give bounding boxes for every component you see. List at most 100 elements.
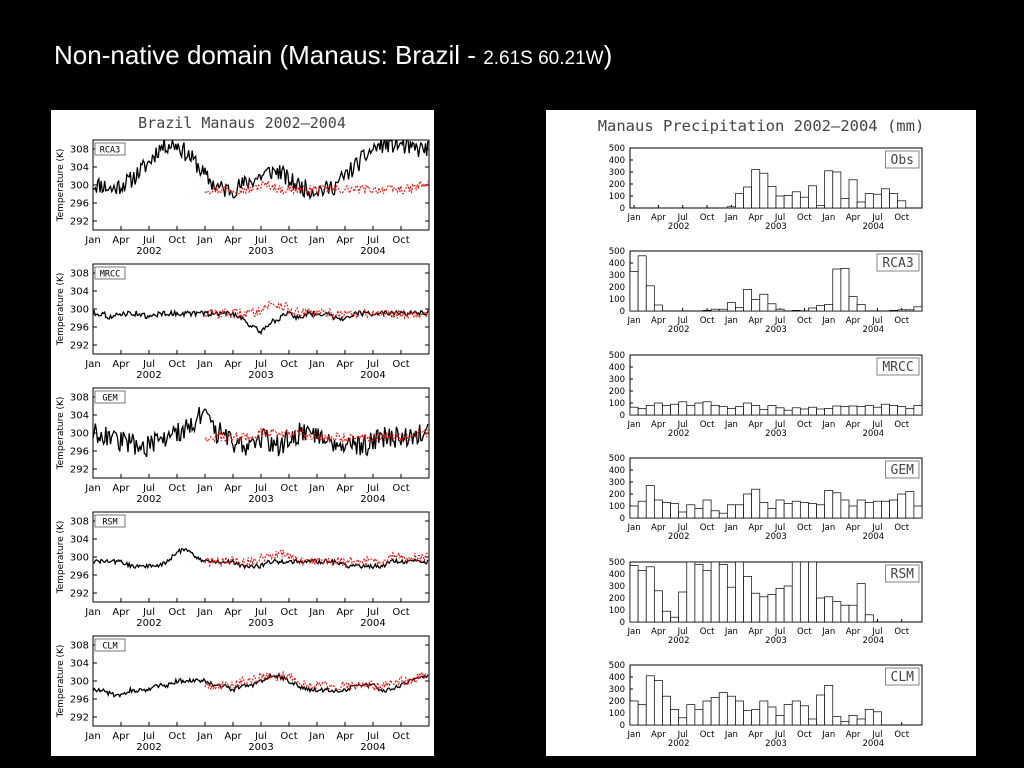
precip-bar [767, 706, 777, 726]
precip-bar [694, 564, 704, 623]
temp-ytick-label: 296 [70, 447, 89, 458]
precip-bar [767, 405, 777, 416]
precip-bar [889, 499, 899, 519]
temp-xtick-label: Oct [280, 731, 297, 742]
precip-bar [662, 695, 671, 726]
temp-ytick-label: 308 [70, 269, 89, 280]
precip-bar [653, 499, 663, 519]
temp-panel-clm: 292 296 300 304 308 Temperature (K) Jan Apr Jul O… [56, 635, 430, 753]
precip-ytick-label: 200 [609, 283, 625, 293]
precip-xtick-label: Oct [797, 420, 812, 430]
precip-bar [662, 610, 671, 623]
precip-year-label: 2004 [863, 429, 885, 439]
precip-bar [767, 594, 777, 623]
temp-year-label: 2003 [248, 370, 273, 381]
temp-ytick-label: 292 [70, 341, 89, 352]
precip-panel-mrcc: 0 100 200 300 400 500 Jan Apr Jul Oct Jan Apr Jul Oct… [609, 351, 923, 439]
precip-bar [767, 186, 777, 209]
precip-bar [816, 504, 826, 519]
precip-bar [808, 406, 817, 416]
temp-xtick-label: Jul [366, 607, 379, 618]
precip-bar [775, 308, 785, 312]
precip-bar [670, 709, 680, 726]
precip-panel-rsm: 0 100 200 300 400 500 Jan Apr Jul Oct Jan Apr Jul Oct… [609, 558, 923, 646]
temp-ylabel: Temperature (K) [56, 521, 66, 595]
precip-title: Manaus Precipitation 2002–2004 (mm) [598, 117, 925, 135]
precip-bar [848, 604, 858, 623]
temp-ylabel: Temperature (K) [56, 645, 66, 719]
precip-bar [864, 614, 874, 623]
precip-xtick-label: Jan [627, 213, 641, 223]
precip-bar [653, 304, 663, 312]
temp-year-label: 2002 [136, 742, 161, 753]
precip-bar [832, 601, 842, 623]
temp-panel-gem: 292 296 300 304 308 Temperature (K) Jan Apr Jul O… [56, 387, 430, 505]
precip-bar [735, 700, 744, 726]
precip-series-label: CLM [891, 670, 915, 685]
title-main: Non-native domain (Manaus: Brazil - [54, 40, 484, 70]
precip-year-label: 2004 [863, 739, 885, 749]
precip-series-label: RCA3 [882, 256, 913, 271]
precip-bar [799, 705, 809, 726]
precip-xtick-label: Oct [700, 213, 715, 223]
temp-ytick-label: 292 [70, 713, 89, 724]
temp-year-label: 2003 [248, 246, 273, 257]
precip-bar [694, 508, 704, 519]
temp-model-label: GEM [102, 394, 117, 404]
precip-ytick-label: 0 [620, 721, 625, 731]
precip-bar [840, 406, 850, 416]
precip-xtick-label: Oct [797, 523, 812, 533]
precip-year-label: 2002 [668, 532, 690, 542]
temp-xtick-label: Oct [280, 607, 297, 618]
precip-ytick-label: 300 [609, 685, 625, 695]
temperature-title: Brazil Manaus 2002–2004 [138, 114, 346, 132]
precip-bar [637, 255, 647, 312]
temp-xtick-label: Oct [280, 483, 297, 494]
temp-xtick-label: Apr [224, 607, 242, 618]
temp-xtick-label: Apr [336, 607, 354, 618]
precip-year-label: 2003 [765, 222, 787, 232]
temp-xtick-label: Jul [254, 359, 267, 370]
precip-year-label: 2003 [765, 739, 787, 749]
precip-xtick-label: Jul [871, 420, 882, 430]
temp-xtick-label: Jan [308, 235, 324, 246]
precip-bar [816, 305, 826, 312]
precip-bar [743, 493, 753, 519]
precip-bar [645, 405, 655, 416]
precip-bar [718, 308, 728, 312]
precip-bar [872, 500, 882, 519]
precip-bar [881, 500, 890, 519]
precip-xtick-label: Jul [774, 627, 785, 637]
precip-bar [889, 193, 899, 209]
precip-bar [759, 502, 769, 519]
precip-bar [775, 715, 785, 726]
precip-bar [637, 570, 647, 623]
precip-bar [848, 715, 858, 726]
precip-xtick-label: Jul [871, 316, 882, 326]
precip-bar [799, 561, 809, 623]
precip-bar [743, 186, 753, 209]
precip-panel-gem: 0 100 200 300 400 500 Jan Apr Jul Oct Jan Apr Jul Oct… [609, 454, 923, 542]
precip-bar [629, 406, 639, 416]
precip-xtick-label: Jul [871, 213, 882, 223]
precip-bar [808, 503, 817, 519]
precip-xtick-label: Oct [894, 627, 909, 637]
precip-xtick-label: Apr [651, 420, 666, 430]
precip-bar [913, 405, 923, 416]
precip-bar [735, 193, 744, 209]
precip-bar [840, 604, 850, 623]
precip-bar [791, 407, 801, 416]
temp-xtick-label: Jan [84, 235, 100, 246]
precip-bar [637, 704, 647, 726]
temp-xtick-label: Apr [224, 235, 242, 246]
temp-xtick-label: Oct [168, 359, 185, 370]
temp-ytick-label: 304 [70, 411, 89, 422]
precip-bar [726, 504, 736, 519]
temp-xtick-label: Jul [366, 359, 379, 370]
precip-year-label: 2003 [765, 532, 787, 542]
precip-ytick-label: 200 [609, 490, 625, 500]
precip-bar [808, 185, 817, 209]
precip-xtick-label: Jan [627, 730, 641, 740]
temp-frame [92, 511, 430, 603]
precip-bar [710, 510, 720, 519]
